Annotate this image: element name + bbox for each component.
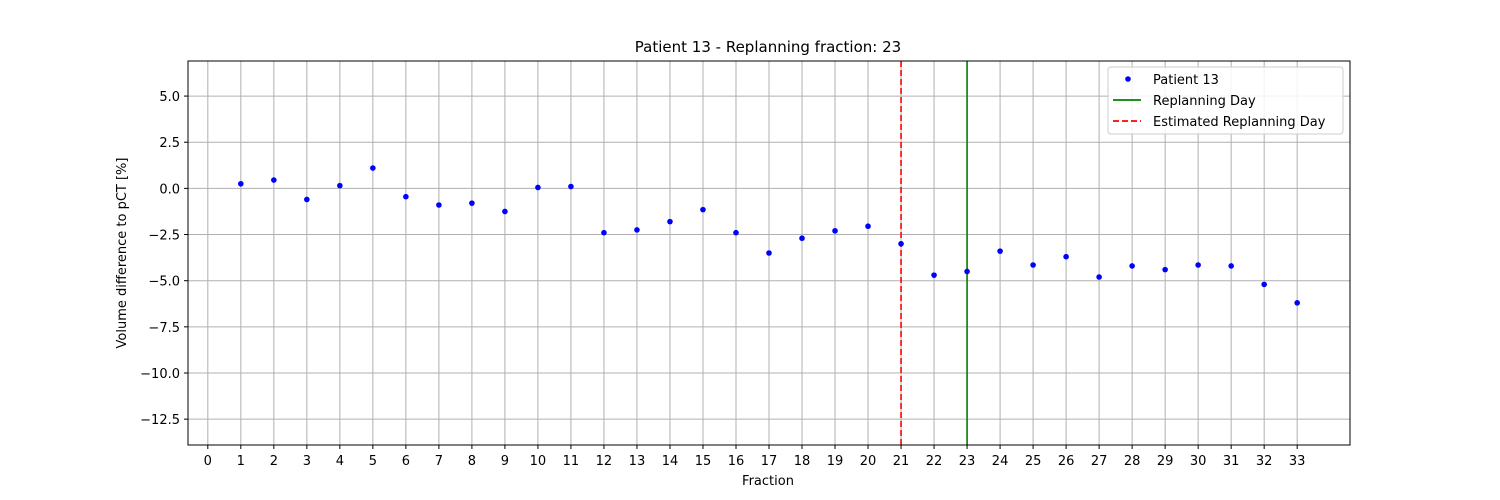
x-axis-label: Fraction bbox=[742, 474, 794, 489]
x-tick-label: 16 bbox=[728, 454, 745, 469]
data-point bbox=[304, 196, 310, 203]
x-tick-label: 22 bbox=[926, 454, 943, 469]
data-point bbox=[1261, 281, 1267, 288]
data-point bbox=[799, 235, 805, 242]
data-point bbox=[1129, 263, 1135, 269]
x-tick-label: 17 bbox=[761, 454, 778, 469]
x-axis-ticks: 0 1 2 3 4 5 6 7 8 9 10 11 12 13 14 15 16 17 18 19 20 21 22 23 24… bbox=[204, 445, 1306, 469]
data-point bbox=[469, 200, 475, 206]
x-tick-label: 6 bbox=[402, 454, 410, 469]
x-tick-label: 10 bbox=[530, 454, 547, 469]
legend-label: Replanning Day bbox=[1153, 94, 1256, 109]
data-point bbox=[1030, 262, 1036, 268]
x-tick-label: 31 bbox=[1223, 454, 1240, 469]
data-point bbox=[634, 227, 640, 233]
data-point bbox=[271, 177, 277, 183]
data-point bbox=[667, 218, 673, 225]
data-point bbox=[700, 206, 706, 213]
x-tick-label: 32 bbox=[1256, 454, 1273, 469]
x-tick-label: 27 bbox=[1091, 454, 1108, 469]
legend-box bbox=[1107, 66, 1344, 135]
data-point bbox=[502, 208, 508, 215]
x-tick-label: 5 bbox=[369, 454, 377, 469]
x-tick-label: 4 bbox=[336, 454, 344, 469]
data-point bbox=[535, 184, 541, 191]
x-tick-label: 23 bbox=[959, 454, 976, 469]
x-tick-label: 7 bbox=[435, 454, 443, 469]
data-point bbox=[832, 228, 838, 234]
y-axis-label: Volume difference to pCT [%] bbox=[115, 158, 130, 349]
x-tick-label: 2 bbox=[270, 454, 278, 469]
x-tick-label: 30 bbox=[1190, 454, 1207, 469]
data-point bbox=[964, 268, 970, 275]
data-point bbox=[568, 183, 574, 190]
data-point bbox=[865, 223, 871, 230]
data-point bbox=[238, 180, 244, 187]
y-tick-label: 5.0 bbox=[159, 90, 180, 105]
data-point bbox=[1096, 274, 1102, 280]
x-tick-label: 18 bbox=[794, 454, 811, 469]
data-point bbox=[1294, 300, 1300, 306]
y-tick-label: 0.0 bbox=[159, 182, 180, 197]
legend-label: Estimated Replanning Day bbox=[1153, 115, 1326, 130]
x-tick-label: 8 bbox=[468, 454, 476, 469]
reference-lines bbox=[900, 61, 968, 445]
x-tick-label: 0 bbox=[204, 454, 212, 469]
x-tick-label: 1 bbox=[237, 454, 245, 469]
data-point bbox=[601, 229, 607, 236]
data-point bbox=[1195, 262, 1201, 268]
x-tick-label: 9 bbox=[501, 454, 509, 469]
data-point bbox=[1162, 266, 1168, 273]
data-point bbox=[403, 193, 409, 200]
x-tick-label: 12 bbox=[596, 454, 613, 469]
x-tick-label: 20 bbox=[860, 454, 877, 469]
y-tick-label: −12.5 bbox=[140, 413, 180, 428]
x-tick-label: 28 bbox=[1124, 454, 1141, 469]
y-tick-label: −2.5 bbox=[148, 229, 180, 244]
x-tick-label: 19 bbox=[827, 454, 844, 469]
data-point bbox=[370, 165, 376, 171]
x-tick-label: 21 bbox=[893, 454, 910, 469]
x-tick-label: 24 bbox=[992, 454, 1009, 469]
data-point bbox=[898, 240, 904, 247]
data-point bbox=[1063, 253, 1069, 260]
data-point bbox=[733, 229, 739, 236]
x-tick-label: 15 bbox=[695, 454, 712, 469]
chart-title: Patient 13 - Replanning fraction: 23 bbox=[635, 38, 901, 56]
x-tick-label: 3 bbox=[303, 454, 311, 469]
y-tick-label: −5.0 bbox=[148, 275, 180, 290]
data-point bbox=[997, 248, 1003, 254]
data-point bbox=[766, 250, 772, 256]
legend-marker-patient bbox=[1125, 76, 1131, 82]
y-tick-label: 2.5 bbox=[159, 136, 180, 151]
y-axis-ticks: 5.0 2.5 0.0 −2.5 −5.0 −7.5 −10.0 −12.5 bbox=[140, 90, 188, 428]
data-point bbox=[931, 272, 937, 278]
x-tick-label: 14 bbox=[662, 454, 679, 469]
x-tick-label: 11 bbox=[563, 454, 580, 469]
x-tick-label: 33 bbox=[1289, 454, 1306, 469]
y-tick-label: −7.5 bbox=[148, 321, 180, 336]
legend: Patient 13 Replanning Day Estimated Replan… bbox=[1107, 66, 1344, 135]
data-point bbox=[1228, 263, 1234, 269]
x-tick-label: 13 bbox=[629, 454, 646, 469]
data-points bbox=[238, 165, 1300, 306]
x-tick-label: 29 bbox=[1157, 454, 1174, 469]
data-point bbox=[436, 202, 442, 208]
x-tick-label: 25 bbox=[1025, 454, 1042, 469]
x-tick-label: 26 bbox=[1058, 454, 1075, 469]
data-point bbox=[337, 182, 343, 189]
y-tick-label: −10.0 bbox=[140, 367, 180, 382]
legend-label: Patient 13 bbox=[1153, 73, 1219, 88]
